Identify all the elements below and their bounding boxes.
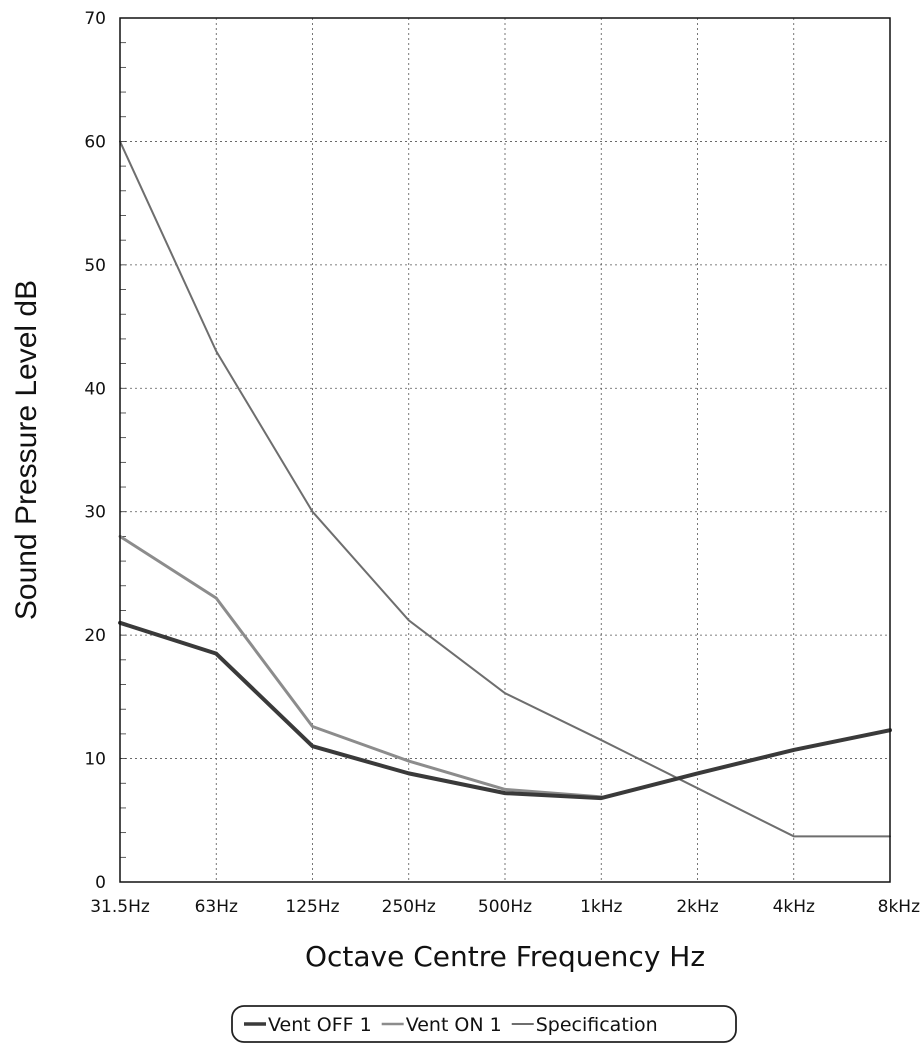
grid-lines — [120, 18, 890, 882]
y-tick-label: 10 — [84, 750, 106, 770]
y-tick-label: 20 — [84, 626, 106, 646]
x-tick-label: 4kHz — [773, 897, 815, 917]
y-axis-label: Sound Pressure Level dB — [10, 280, 43, 620]
x-tick-label: 500Hz — [478, 897, 532, 917]
x-tick-labels: 31.5Hz 63Hz 125Hz 250Hz 500Hz 1kHz 2kHz 4kHz 8kH… — [90, 897, 920, 917]
x-tick-label: 250Hz — [382, 897, 436, 917]
x-tick-label: 125Hz — [285, 897, 339, 917]
x-tick-label: 8kHz — [878, 897, 920, 917]
x-tick-label: 31.5Hz — [90, 897, 150, 917]
y-tick-label: 70 — [84, 9, 106, 29]
legend: Vent OFF 1 Vent ON 1 Specification — [232, 1006, 736, 1042]
x-tick-label: 63Hz — [195, 897, 238, 917]
x-axis-label: Octave Centre Frequency Hz — [305, 940, 705, 973]
y-tick-label: 0 — [95, 873, 106, 893]
legend-label: Vent ON 1 — [406, 1014, 502, 1036]
y-tick-label: 30 — [84, 503, 106, 523]
y-tick-labels: 0 10 20 30 40 50 60 70 — [84, 9, 106, 893]
legend-label: Specification — [536, 1014, 658, 1036]
y-tick-label: 40 — [84, 379, 106, 399]
y-tick-label: 50 — [84, 256, 106, 276]
x-tick-label: 1kHz — [580, 897, 622, 917]
legend-label: Vent OFF 1 — [268, 1014, 372, 1036]
y-tick-label: 60 — [84, 132, 106, 152]
x-tick-label: 2kHz — [676, 897, 718, 917]
